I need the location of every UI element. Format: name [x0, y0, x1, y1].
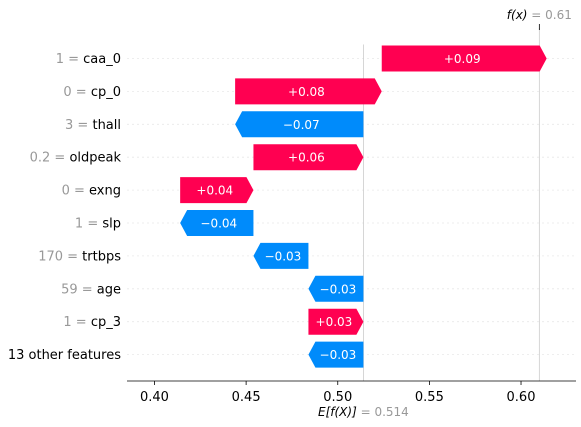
bar-exng: [180, 177, 254, 204]
feature-label: 0 = exng: [62, 184, 121, 199]
feature-label: 13 other features: [8, 348, 121, 363]
feature-label: 59 = age: [61, 282, 121, 297]
feature-label: 1 = cp_3: [63, 315, 121, 330]
bar-thall: [235, 111, 364, 138]
bar-label: −0.03: [320, 348, 357, 362]
bar-label: +0.09: [444, 52, 481, 66]
bar-oldpeak: [253, 144, 364, 171]
feature-label: 170 = trtbps: [38, 249, 121, 264]
bar-cp_0: [235, 78, 382, 105]
bar-label: −0.03: [265, 249, 302, 263]
bar-13-other-features: [308, 341, 364, 368]
bar-label: −0.07: [283, 118, 320, 132]
bar-label: −0.04: [200, 217, 237, 231]
bar-label: +0.03: [316, 315, 353, 329]
feature-label: 0.2 = oldpeak: [30, 151, 122, 166]
x-tick-label: 0.55: [415, 390, 444, 405]
bar-label: −0.03: [320, 282, 357, 296]
feature-label: 0 = cp_0: [63, 85, 121, 100]
feature-label: 3 = thall: [65, 118, 121, 133]
bar-age: [308, 275, 364, 302]
bar-caa_0: [381, 45, 547, 72]
x-tick-label: 0.40: [140, 390, 169, 405]
bar-label: +0.04: [196, 184, 233, 198]
feature-label: 1 = caa_0: [56, 52, 121, 67]
efx-annotation: E[f(X)] = 0.514: [318, 405, 409, 419]
fx-annotation: f(x) = 0.61: [507, 8, 572, 22]
bar-label: +0.06: [288, 151, 325, 165]
x-tick-label: 0.60: [507, 390, 536, 405]
bar-cp_3: [308, 308, 364, 335]
x-tick-label: 0.50: [323, 390, 352, 405]
bar-label: +0.08: [288, 85, 325, 99]
x-tick-label: 0.45: [232, 390, 261, 405]
feature-label: 1 = slp: [75, 217, 121, 232]
bar-slp: [180, 210, 254, 236]
bar-trtbps: [253, 242, 309, 269]
